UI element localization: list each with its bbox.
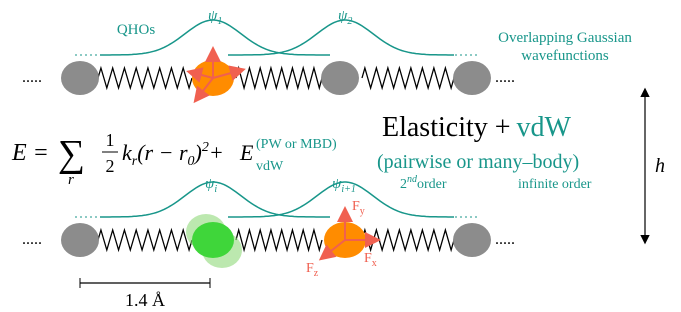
wavefunction — [228, 20, 454, 55]
equation-e-sub: vdW — [256, 159, 284, 174]
overlap-label: Overlapping Gaussian — [498, 30, 632, 46]
psi-label: ψi — [205, 176, 217, 195]
equation-lhs: E = — [11, 140, 49, 166]
headline: Elasticity +vdW — [382, 112, 572, 143]
spring — [98, 230, 192, 250]
equation-num: 1 — [106, 130, 115, 150]
atom — [321, 61, 359, 95]
force-label: Fx — [364, 251, 377, 269]
scale-label: 1.4 Å — [125, 290, 165, 310]
equation-sum: ∑ — [58, 133, 85, 175]
chain-dots: ..... — [495, 231, 515, 248]
equation-e-sup: (PW or MBD) — [256, 137, 337, 152]
chain-dots: ..... — [22, 231, 42, 248]
psi-label: ψi+1 — [332, 176, 356, 195]
psi-label: ψ1 — [208, 8, 222, 27]
equation-index: r — [68, 172, 74, 188]
chain-dots: ..... — [22, 69, 42, 86]
force-label: Fz — [306, 261, 319, 279]
height-label: h — [655, 155, 665, 177]
overlap-label: wavefunctions — [521, 48, 609, 64]
atom — [453, 223, 491, 257]
atom — [61, 61, 99, 95]
spring — [236, 68, 322, 88]
second-order: 2ndorder — [400, 174, 447, 192]
infinite-order: infinite order — [518, 177, 592, 192]
qhos-label: QHOs — [117, 22, 155, 38]
equation-e: E — [239, 140, 254, 165]
spring — [362, 68, 454, 88]
interaction-kind: (pairwise or many–body) — [377, 151, 579, 173]
atom — [192, 222, 234, 258]
atom — [453, 61, 491, 95]
equation-term: kr(r − r0)2+ — [122, 140, 224, 169]
spring — [236, 230, 322, 250]
atom — [61, 223, 99, 257]
chain-dots: ..... — [495, 69, 515, 86]
equation-den: 2 — [106, 156, 115, 176]
force-label: Fy — [352, 199, 365, 217]
diagram: QHOs ψ1 ψ2 Overlapping Gaussian wavefunc… — [0, 0, 681, 312]
psi-label: ψ2 — [338, 8, 352, 27]
spring — [98, 68, 192, 88]
